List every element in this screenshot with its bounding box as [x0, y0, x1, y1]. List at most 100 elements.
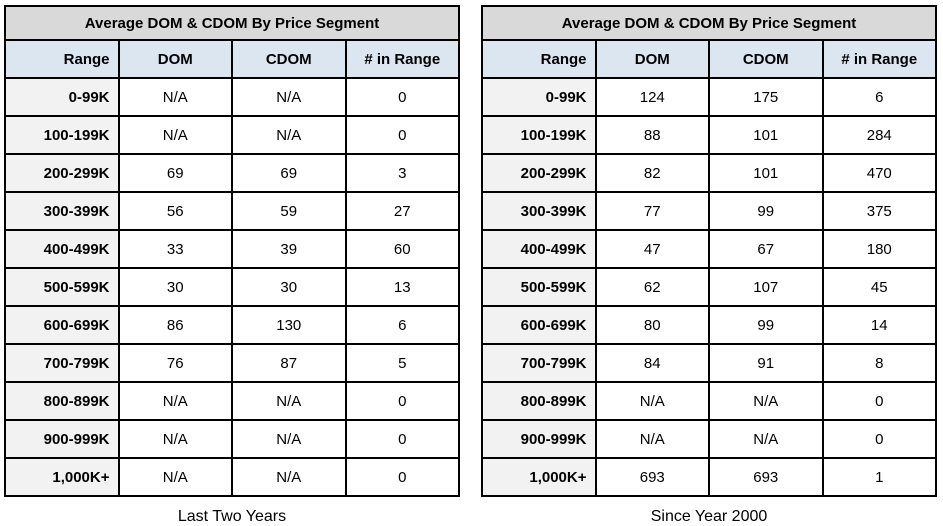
- table-row: 100-199K N/A N/A 0: [4, 115, 460, 155]
- table-row: 800-899K N/A N/A 0: [481, 381, 937, 421]
- table-row: 400-499K 47 67 180: [481, 229, 937, 269]
- dom-cell: 80: [594, 305, 710, 345]
- range-cell: 700-799K: [481, 343, 597, 383]
- dom-cell: N/A: [117, 381, 233, 421]
- dom-cell: N/A: [594, 381, 710, 421]
- header-row: Range DOM CDOM # in Range: [481, 39, 937, 79]
- cdom-cell: 175: [708, 77, 824, 117]
- count-cell: 45: [821, 267, 937, 307]
- cdom-cell: 69: [231, 153, 347, 193]
- table-row: 1,000K+ N/A N/A 0: [4, 457, 460, 497]
- count-cell: 0: [344, 77, 460, 117]
- cdom-cell: N/A: [231, 457, 347, 497]
- count-cell: 3: [344, 153, 460, 193]
- count-cell: 13: [344, 267, 460, 307]
- count-cell: 5: [344, 343, 460, 383]
- table-caption-since-year-2000: Since Year 2000: [650, 508, 768, 525]
- count-cell: 375: [821, 191, 937, 231]
- dom-cell: N/A: [594, 419, 710, 459]
- count-cell: 0: [344, 115, 460, 155]
- table-row: 200-299K 69 69 3: [4, 153, 460, 193]
- cdom-cell: 67: [708, 229, 824, 269]
- count-cell: 0: [344, 419, 460, 459]
- range-cell: 700-799K: [4, 343, 120, 383]
- range-cell: 500-599K: [481, 267, 597, 307]
- cdom-cell: 59: [231, 191, 347, 231]
- count-cell: 8: [821, 343, 937, 383]
- range-cell: 1,000K+: [481, 457, 597, 497]
- dom-cell: 47: [594, 229, 710, 269]
- count-cell: 470: [821, 153, 937, 193]
- table-row: 300-399K 77 99 375: [481, 191, 937, 231]
- count-cell: 14: [821, 305, 937, 345]
- dom-cell: 82: [594, 153, 710, 193]
- header-row: Range DOM CDOM # in Range: [4, 39, 460, 79]
- range-cell: 0-99K: [4, 77, 120, 117]
- table-row: 1,000K+ 693 693 1: [481, 457, 937, 497]
- dom-cell: 88: [594, 115, 710, 155]
- table-row: 600-699K 80 99 14: [481, 305, 937, 345]
- dom-cell: 69: [117, 153, 233, 193]
- dom-cell: N/A: [117, 457, 233, 497]
- table-title: Average DOM & CDOM By Price Segment: [4, 5, 460, 41]
- cdom-cell: 30: [231, 267, 347, 307]
- table-row: 600-699K 86 130 6: [4, 305, 460, 345]
- table-row: 900-999K N/A N/A 0: [4, 419, 460, 459]
- count-cell: 27: [344, 191, 460, 231]
- table-caption-last-two-years: Last Two Years: [177, 508, 287, 525]
- dom-cell: 56: [117, 191, 233, 231]
- table-row: 800-899K N/A N/A 0: [4, 381, 460, 421]
- count-cell: 1: [821, 457, 937, 497]
- range-cell: 900-999K: [481, 419, 597, 459]
- range-cell: 900-999K: [4, 419, 120, 459]
- table-block-since-year-2000: Average DOM & CDOM By Price Segment Rang…: [481, 5, 937, 526]
- range-cell: 300-399K: [481, 191, 597, 231]
- range-cell: 1,000K+: [4, 457, 120, 497]
- cdom-cell: 693: [708, 457, 824, 497]
- table-title: Average DOM & CDOM By Price Segment: [481, 5, 937, 41]
- range-cell: 100-199K: [4, 115, 120, 155]
- dom-cell: 86: [117, 305, 233, 345]
- count-cell: 0: [344, 457, 460, 497]
- column-header-count: # in Range: [344, 39, 460, 79]
- dom-cell: 84: [594, 343, 710, 383]
- count-cell: 0: [821, 419, 937, 459]
- table-row: 500-599K 62 107 45: [481, 267, 937, 307]
- range-cell: 200-299K: [4, 153, 120, 193]
- column-header-cdom: CDOM: [231, 39, 347, 79]
- cdom-cell: 91: [708, 343, 824, 383]
- range-cell: 800-899K: [4, 381, 120, 421]
- table-row: 100-199K 88 101 284: [481, 115, 937, 155]
- dom-cell: N/A: [117, 115, 233, 155]
- range-cell: 400-499K: [4, 229, 120, 269]
- cdom-cell: N/A: [231, 381, 347, 421]
- table-row: 700-799K 76 87 5: [4, 343, 460, 383]
- table-block-last-two-years: Average DOM & CDOM By Price Segment Rang…: [4, 5, 460, 526]
- dom-cell: N/A: [117, 419, 233, 459]
- cdom-cell: N/A: [708, 419, 824, 459]
- count-cell: 0: [344, 381, 460, 421]
- range-cell: 100-199K: [481, 115, 597, 155]
- column-header-dom: DOM: [594, 39, 710, 79]
- table-row: 900-999K N/A N/A 0: [481, 419, 937, 459]
- range-cell: 200-299K: [481, 153, 597, 193]
- range-cell: 600-699K: [4, 305, 120, 345]
- table-row: 300-399K 56 59 27: [4, 191, 460, 231]
- column-header-dom: DOM: [117, 39, 233, 79]
- table-row: 0-99K 124 175 6: [481, 77, 937, 117]
- cdom-cell: N/A: [231, 115, 347, 155]
- range-cell: 0-99K: [481, 77, 597, 117]
- table-row: 400-499K 33 39 60: [4, 229, 460, 269]
- cdom-cell: N/A: [708, 381, 824, 421]
- cdom-cell: 39: [231, 229, 347, 269]
- count-cell: 60: [344, 229, 460, 269]
- dom-cell: 30: [117, 267, 233, 307]
- range-cell: 600-699K: [481, 305, 597, 345]
- cdom-cell: 130: [231, 305, 347, 345]
- cdom-cell: 99: [708, 305, 824, 345]
- cdom-cell: 107: [708, 267, 824, 307]
- dom-cell: 62: [594, 267, 710, 307]
- table-row: 200-299K 82 101 470: [481, 153, 937, 193]
- table-row: 500-599K 30 30 13: [4, 267, 460, 307]
